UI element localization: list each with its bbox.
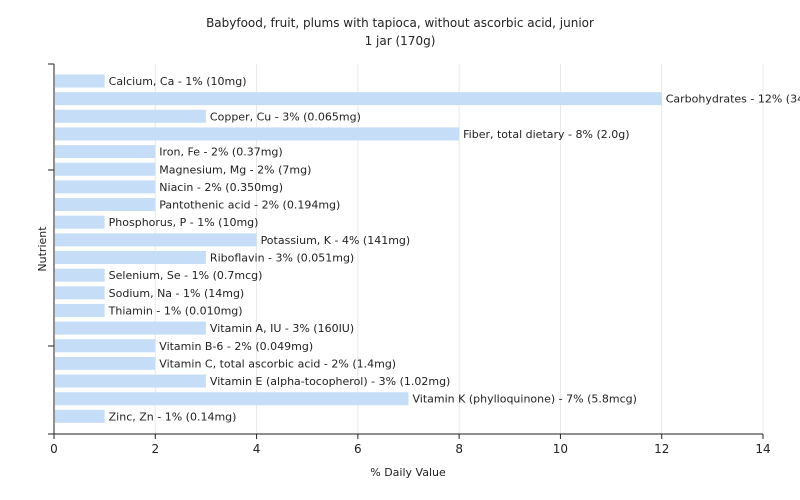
x-tick-label: 4 (253, 442, 261, 456)
bar (55, 198, 156, 212)
x-ticks: 0 2 4 6 8 10 12 14 (48, 63, 771, 456)
bar (55, 286, 105, 300)
bar (55, 409, 105, 423)
x-tick-label: 2 (151, 442, 159, 456)
bar-label: Calcium, Ca - 1% (10mg) (109, 75, 247, 88)
bar-label: Niacin - 2% (0.350mg) (159, 181, 283, 194)
bar-label: Selenium, Se - 1% (0.7mcg) (109, 269, 263, 282)
bar (55, 251, 206, 264)
x-tick-label: 6 (354, 442, 362, 456)
bar-label: Vitamin K (phylloquinone) - 7% (5.8mcg) (413, 393, 637, 406)
bar (55, 392, 409, 406)
bar-label: Vitamin C, total ascorbic acid - 2% (1.4… (159, 357, 396, 370)
bar (55, 233, 257, 247)
bar-label: Phosphorus, P - 1% (10mg) (109, 216, 259, 229)
bar-label: Vitamin B-6 - 2% (0.049mg) (159, 340, 313, 353)
bar (55, 374, 206, 388)
bar (55, 74, 105, 88)
bar-label: Fiber, total dietary - 8% (2.0g) (463, 128, 629, 141)
chart-subtitle: 1 jar (170g) (365, 34, 436, 48)
x-tick-label: 10 (553, 442, 568, 456)
x-tick-label: 0 (50, 442, 58, 456)
axes (53, 64, 763, 435)
bar-label: Copper, Cu - 3% (0.065mg) (210, 110, 361, 123)
bars: Calcium, Ca - 1% (10mg) Carbohydrates - 1… (55, 74, 800, 423)
bar-label: Vitamin A, IU - 3% (160IU) (210, 322, 354, 335)
bar (55, 268, 105, 282)
x-tick-label: 12 (654, 442, 669, 456)
bar (55, 215, 105, 229)
bar (55, 180, 156, 194)
x-tick-label: 14 (755, 442, 770, 456)
bar-label: Sodium, Na - 1% (14mg) (109, 287, 245, 300)
bar-label: Carbohydrates - 12% (34.85g) (666, 93, 800, 106)
bar (55, 127, 460, 141)
x-axis-title: % Daily Value (370, 466, 446, 479)
bar-label: Iron, Fe - 2% (0.37mg) (159, 146, 282, 159)
bar (55, 303, 105, 317)
y-axis-title: Nutrient (36, 226, 49, 272)
bar-label: Potassium, K - 4% (141mg) (261, 234, 411, 247)
bar (55, 356, 156, 370)
chart-title: Babyfood, fruit, plums with tapioca, wit… (206, 16, 594, 30)
bar-label: Pantothenic acid - 2% (0.194mg) (159, 199, 340, 212)
bar-label: Riboflavin - 3% (0.051mg) (210, 252, 354, 265)
bar (55, 339, 156, 353)
x-tick-label: 8 (455, 442, 463, 456)
bar (55, 321, 206, 335)
bar (55, 109, 206, 123)
bar (55, 92, 662, 106)
bar (55, 162, 156, 176)
bar-label: Thiamin - 1% (0.010mg) (108, 304, 243, 317)
bar (55, 145, 156, 159)
bar-label: Zinc, Zn - 1% (0.14mg) (109, 410, 237, 423)
bar-label: Vitamin E (alpha-tocopherol) - 3% (1.02m… (210, 375, 450, 388)
gridlines (154, 64, 764, 434)
bar-label: Magnesium, Mg - 2% (7mg) (159, 163, 311, 176)
